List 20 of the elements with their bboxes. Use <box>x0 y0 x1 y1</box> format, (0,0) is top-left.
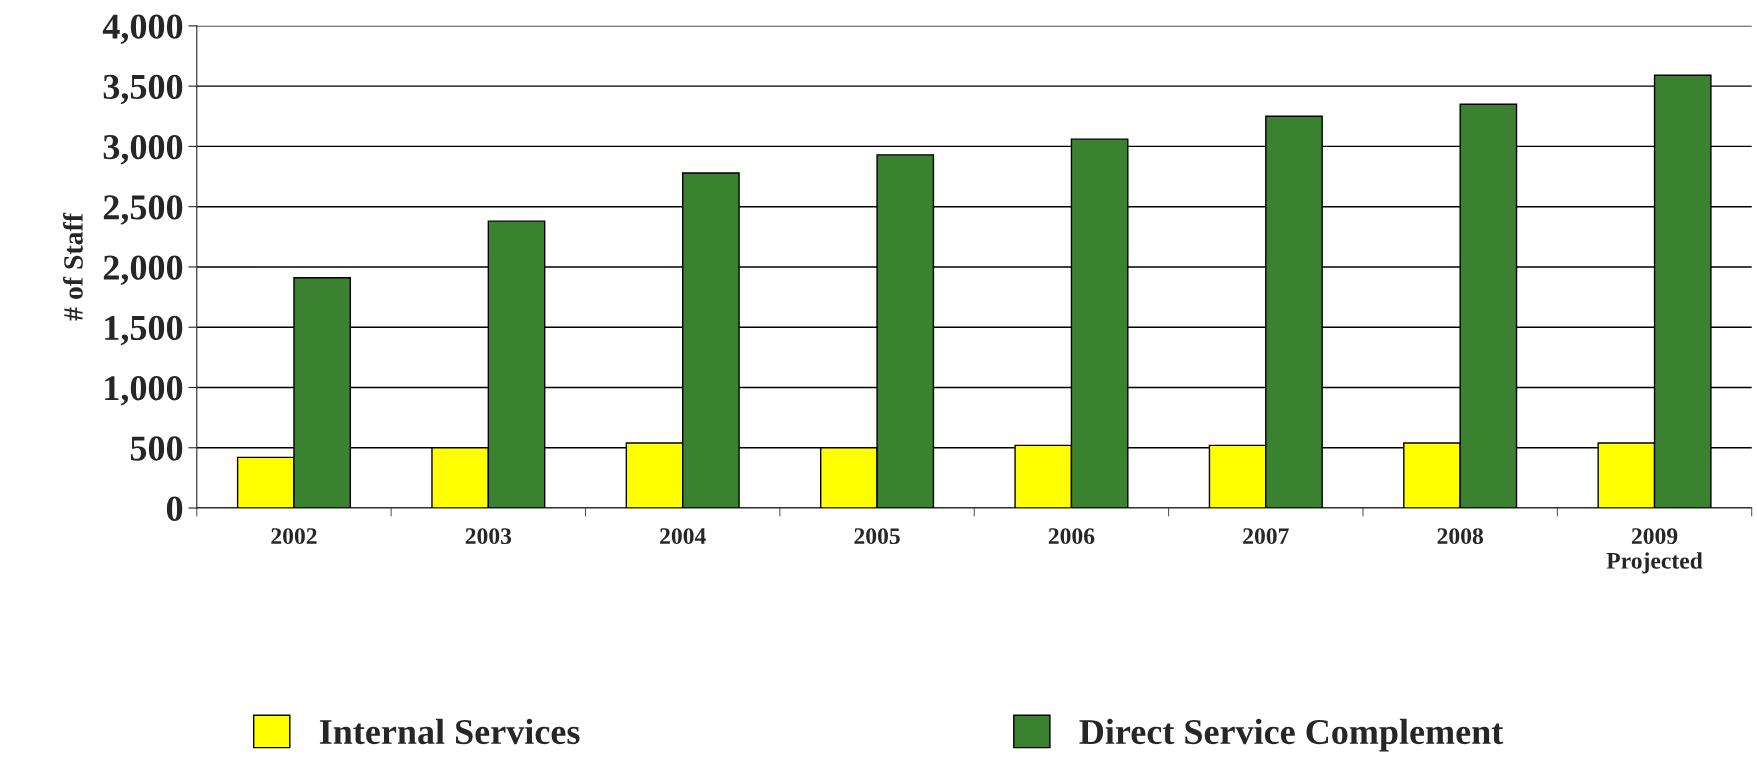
legend-label: Internal Services <box>319 718 580 745</box>
x-tick-label: 2006 <box>1048 528 1095 545</box>
x-tick-label: 2005 <box>854 528 900 545</box>
y-tick-label: 1,000 <box>105 376 183 406</box>
y-axis-title: # of Staff <box>62 212 83 321</box>
y-tick-label: 1,500 <box>105 315 183 346</box>
x-tick-label: 2004 <box>660 528 706 545</box>
y-tick-label: 2,000 <box>103 255 183 286</box>
x-tick-label: 2009 Projected <box>1606 528 1703 574</box>
legend-label: Direct Service Complement <box>1079 718 1504 752</box>
x-tick-label: 2007 <box>1243 528 1289 545</box>
y-tick-label: 3,000 <box>103 134 183 165</box>
x-tick-label: 2002 <box>271 528 317 545</box>
y-tick-label: 4,000 <box>102 14 183 44</box>
x-tick-label: 2008 <box>1437 528 1484 545</box>
y-tick-label: 500 <box>130 436 183 461</box>
x-tick-label: 2003 <box>465 528 512 545</box>
y-tick-label: 2,500 <box>103 195 183 225</box>
y-tick-label: 3,500 <box>103 74 183 105</box>
y-tick-label: 0 <box>166 496 183 521</box>
